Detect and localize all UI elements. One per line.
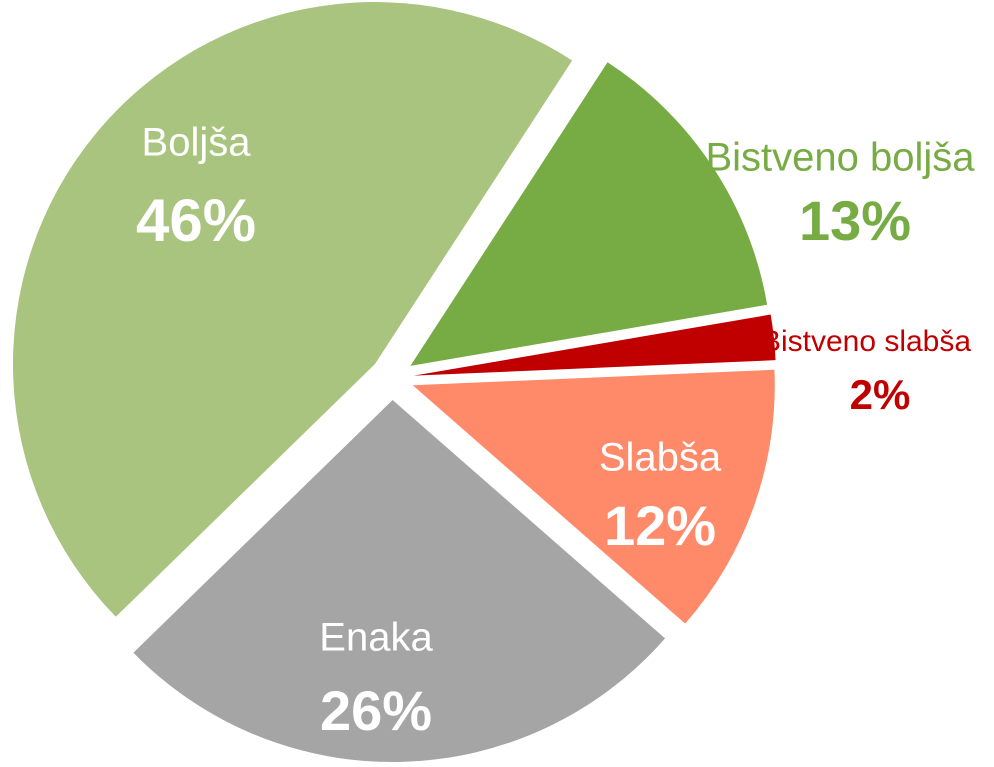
value-label: 12% (604, 494, 716, 557)
pie-slice (413, 314, 776, 376)
value-label: 46% (136, 187, 256, 254)
slice-label: Bistveno boljša (705, 136, 975, 180)
slice-label: Slabša (599, 436, 722, 480)
slice-label: Bistveno slabša (761, 325, 971, 358)
pie-slice (133, 399, 666, 762)
value-label: 26% (320, 679, 432, 742)
value-label: 13% (799, 189, 911, 252)
slice-label: Enaka (319, 616, 433, 660)
pie-slice (410, 62, 768, 366)
slice-label: Boljša (142, 121, 252, 165)
pie-slice (12, 2, 573, 617)
value-label: 2% (850, 371, 911, 418)
pie-slice (412, 369, 775, 624)
